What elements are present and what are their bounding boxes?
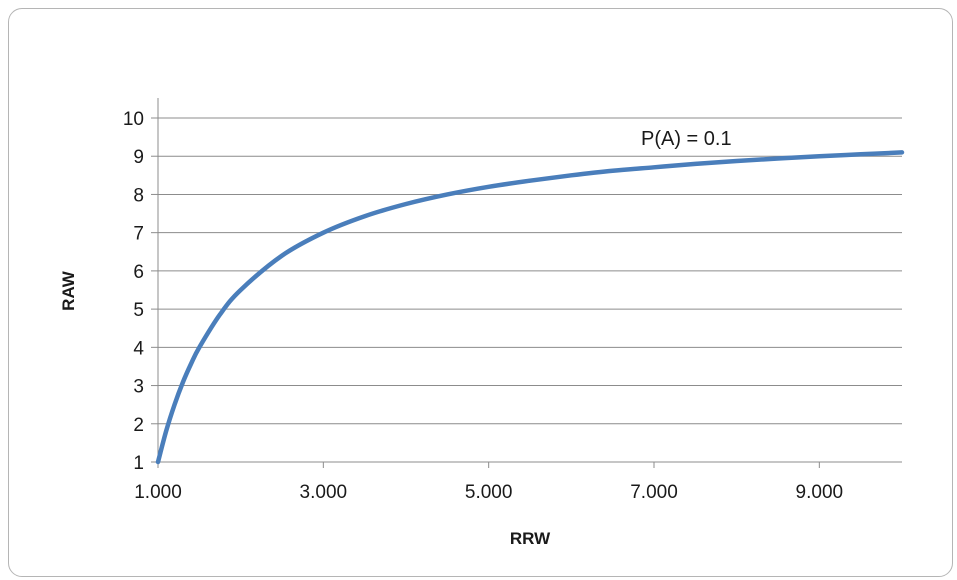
x-tick-label: 5.000: [465, 482, 513, 503]
series-layer: [155, 150, 905, 465]
y-axis-title: RAW: [59, 270, 78, 311]
gridlines: [158, 117, 902, 425]
x-tick-label: 1.000: [134, 482, 182, 503]
axes: [151, 98, 902, 468]
y-tick-label: 5: [133, 300, 144, 321]
y-tick-label: 3: [133, 377, 144, 398]
y-tick-label: 4: [133, 338, 144, 359]
y-tick-label: 2: [133, 415, 144, 436]
x-axis-title: RRW: [510, 529, 551, 548]
y-tick-label: 10: [123, 109, 144, 130]
y-tick-label: 1: [133, 453, 144, 474]
x-tick-label: 9.000: [796, 482, 844, 503]
chart-frame: [8, 8, 953, 577]
tick-labels: 1 2 3 4 5 6 7 8 9 10 1.000 3.000 5.000 7.000 9.000: [123, 109, 843, 503]
x-tick-label: 7.000: [630, 482, 678, 503]
annotation-label: P(A) = 0.1: [641, 128, 732, 150]
y-tick-label: 8: [133, 185, 144, 206]
series-line-0: [155, 150, 905, 465]
x-tick-label: 3.000: [300, 482, 348, 503]
y-tick-label: 6: [133, 262, 144, 283]
y-tick-label: 9: [133, 147, 144, 168]
y-tick-label: 7: [133, 224, 144, 245]
